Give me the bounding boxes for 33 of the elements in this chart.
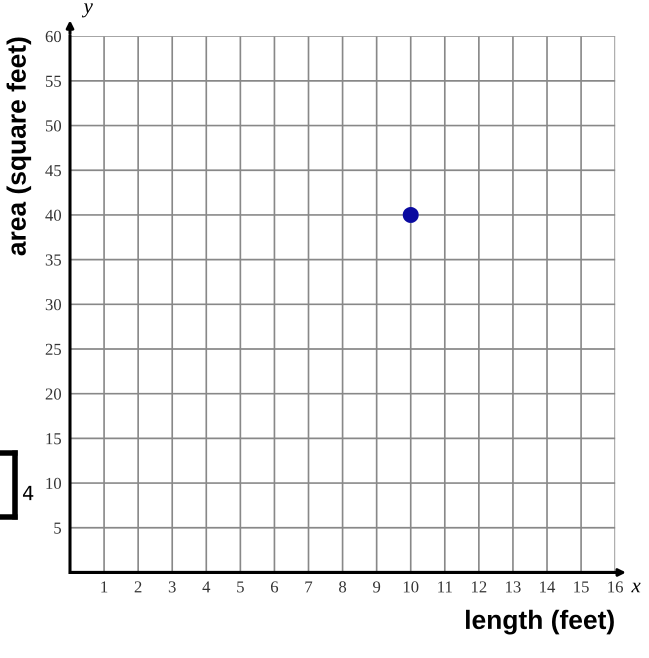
y-axis-title: area (square feet) [6,37,32,256]
x-tick-label: 3 [168,581,176,593]
x-tick-label: 15 [574,581,589,593]
x-tick-label: 13 [506,581,521,593]
text: y [82,3,93,18]
x-tick-label: 16 [608,581,623,593]
x-axis-title: length (feet) [466,610,614,635]
y-tick-label: 30 [46,299,62,310]
y-tick-label: 5 [54,522,62,534]
y-tick-label: 60 [46,30,62,42]
x-tick-label: 9 [373,581,380,593]
x-tick-label: 7 [305,581,312,592]
y-tick-label: 55 [46,76,62,87]
y-tick-label: 10 [46,478,62,490]
y-tick-label: 35 [46,254,62,266]
x-tick-label: 11 [438,581,452,592]
y-tick-label: 40 [45,210,62,221]
x-tick-label: 6 [270,581,278,593]
x-tick-label: 2 [134,581,142,592]
y-tick-label: 25 [46,344,62,355]
x-tick-label: 14 [540,581,556,592]
x-tick-label: 10 [404,581,418,593]
y-tick-label: 20 [46,388,62,400]
x-tick-label: 5 [237,581,244,593]
text: 4 [22,486,34,500]
x-tick-label: 8 [339,581,346,593]
x-tick-label: 4 [202,581,210,592]
y-tick-label: 45 [45,165,62,176]
y-tick-label: 50 [46,120,62,132]
x-tick-label: 12 [472,581,486,592]
x-tick-label: 1 [101,581,108,592]
text: x [631,582,641,592]
y-tick-label: 15 [46,433,62,444]
